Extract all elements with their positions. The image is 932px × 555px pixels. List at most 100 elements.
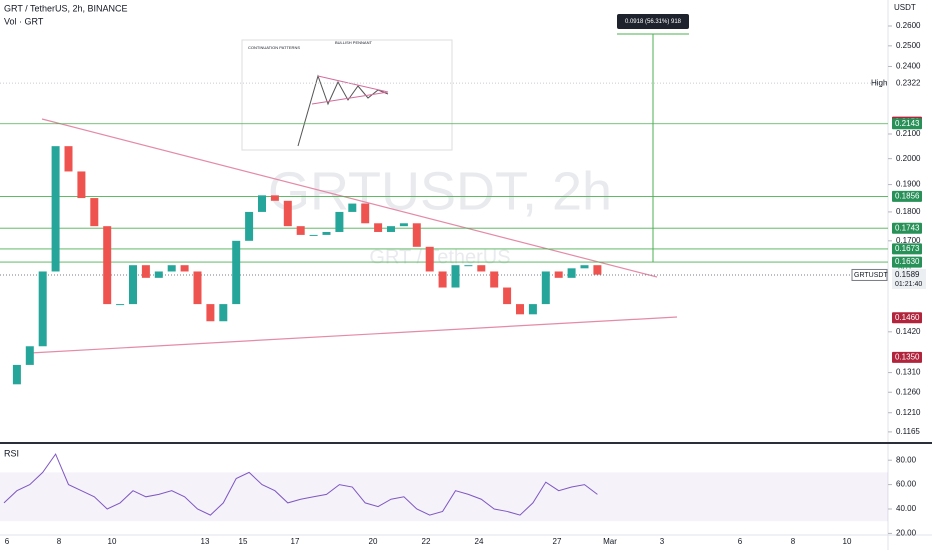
candle	[154, 271, 163, 278]
candle	[399, 223, 408, 227]
price-tick-label: 0.2400	[896, 62, 921, 71]
candle	[387, 226, 395, 232]
measure-box	[617, 14, 689, 29]
price-tick-label: 0.1210	[896, 408, 921, 417]
measure-label: 0.0918 (56.31%) 918	[625, 19, 682, 25]
candle	[593, 265, 602, 275]
candle	[116, 304, 125, 306]
level-badge	[892, 190, 922, 202]
candle	[12, 364, 21, 385]
candle	[129, 265, 137, 305]
candle	[283, 200, 292, 227]
inset-line	[311, 91, 389, 105]
candle	[335, 211, 344, 232]
candle	[451, 265, 460, 288]
rsi-tick-label: 80.00	[896, 455, 917, 464]
rsi-tick-label: 20.00	[896, 529, 917, 538]
candle	[25, 346, 34, 365]
level-badge	[892, 222, 922, 234]
high-name: High	[871, 78, 887, 87]
rsi-band	[0, 472, 888, 522]
date-label: 24	[475, 537, 484, 546]
candle	[528, 304, 537, 315]
inset-pattern	[297, 74, 389, 147]
candle	[477, 265, 486, 272]
candle	[180, 265, 189, 272]
current-name: GRTUSDT	[854, 272, 888, 279]
candle	[541, 271, 550, 305]
current-name-box	[851, 268, 888, 281]
candle	[232, 240, 241, 305]
high-label: 0.2322	[896, 78, 921, 87]
candle	[219, 304, 228, 322]
candle	[464, 265, 473, 267]
inset-image	[241, 39, 453, 151]
candle	[580, 265, 589, 269]
date-label: 8	[57, 537, 62, 546]
candle	[90, 198, 99, 227]
price-tick-label: 0.1310	[896, 368, 921, 377]
candle	[270, 195, 279, 201]
level-label: 0.1460	[895, 313, 920, 322]
level-label: 0.1673	[895, 244, 920, 253]
price-tick-label: 0.1165	[896, 427, 920, 436]
inset-line	[317, 75, 389, 93]
current-label: 0.1589	[895, 270, 920, 279]
date-label: 10	[108, 537, 117, 546]
watermark: GRTUSDT, 2h	[268, 161, 612, 221]
current-badge	[892, 268, 926, 289]
date-label: 20	[369, 537, 378, 546]
date-label: 15	[239, 537, 248, 546]
date-label: 6	[5, 537, 10, 546]
date-label: 10	[843, 537, 852, 546]
price-tick-label: 0.1260	[896, 387, 921, 396]
countdown: 01:21:40	[895, 281, 922, 288]
level-label: 0.1856	[895, 192, 920, 201]
candle	[245, 211, 254, 241]
volume-title: Vol · GRT	[4, 16, 44, 26]
price-tick-label: 0.1700	[896, 236, 921, 245]
level-label: 0.2143	[895, 119, 920, 128]
rsi-title: RSI	[4, 448, 19, 458]
level-badge	[892, 118, 922, 130]
inset-subtitle: BULLISH PENNANT	[335, 40, 372, 45]
price-tick-label: 0.2100	[896, 129, 921, 138]
rsi-tick-label: 60.00	[896, 480, 917, 489]
level-label: 0.1350	[895, 352, 920, 361]
candle	[516, 304, 524, 315]
candle	[64, 146, 73, 172]
candle	[77, 171, 86, 199]
level-badge	[892, 312, 922, 324]
price-tick-label: 0.1800	[896, 207, 921, 216]
candle	[322, 231, 331, 235]
candle	[412, 223, 421, 247]
date-label: Mar	[603, 537, 617, 546]
level-badge	[892, 243, 922, 255]
trend-line-up	[29, 316, 678, 354]
axis-unit: USDT	[894, 3, 916, 12]
date-label: 8	[791, 537, 796, 546]
price-tick-label: 0.2500	[896, 41, 921, 50]
candle	[296, 226, 305, 235]
candle	[103, 226, 112, 305]
candle	[438, 271, 447, 288]
candle	[374, 223, 383, 232]
candle	[38, 271, 47, 347]
candle	[258, 195, 266, 212]
level-label: 0.1630	[895, 257, 920, 266]
price-tick-label: 0.2000	[896, 154, 921, 163]
level-label: 0.1743	[895, 223, 920, 232]
price-tick-label: 0.1900	[896, 180, 921, 189]
candle	[567, 268, 576, 278]
rsi-tick-label: 40.00	[896, 504, 917, 513]
buy-label: BUY	[898, 265, 913, 272]
candle	[361, 203, 370, 224]
level-badge	[892, 351, 922, 363]
date-label: 27	[553, 537, 562, 546]
date-label: 6	[738, 537, 743, 546]
candle	[503, 287, 512, 305]
candle	[51, 146, 60, 272]
date-label: 13	[201, 537, 210, 546]
candle	[425, 246, 434, 272]
